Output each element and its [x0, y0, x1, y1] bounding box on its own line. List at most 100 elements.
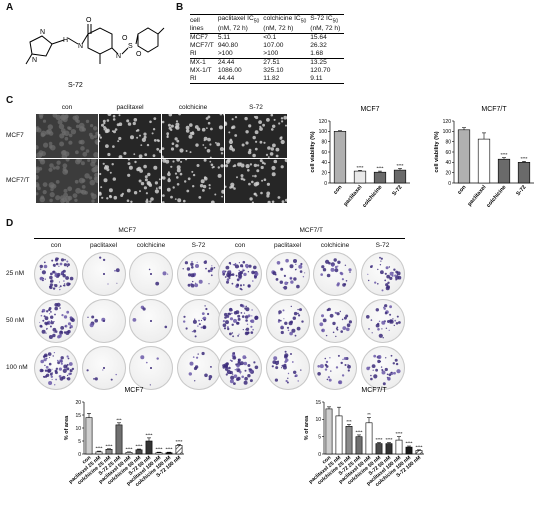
- bar: [333, 130, 347, 184]
- table-cell: 9.11: [310, 75, 345, 85]
- micrograph-column-label: con: [61, 104, 73, 111]
- header-cell: lines: [190, 25, 218, 35]
- y-tick-label: 5: [318, 434, 321, 440]
- table-row: MX-1/T 1086.00 325.10 120.70: [190, 67, 344, 75]
- table-cell: 24.44: [217, 59, 235, 67]
- colony-dish: [34, 346, 78, 390]
- bar: [155, 452, 163, 455]
- table-cell: MX-1/T: [190, 67, 212, 75]
- y-tick-label: 40: [445, 160, 451, 166]
- colony-dish: [360, 346, 405, 390]
- y-tick-label: 15: [315, 400, 321, 406]
- table-cell: MCF7/T: [190, 42, 214, 50]
- significance-label: ****: [135, 444, 142, 449]
- bar: [393, 169, 407, 184]
- header-cell: S-72 IC50: [310, 14, 345, 26]
- bar: [95, 451, 103, 455]
- y-tick-label: 60: [321, 150, 327, 156]
- significance-label: ****: [395, 431, 402, 436]
- bar: [115, 424, 123, 455]
- bar: [405, 446, 413, 455]
- bar: [375, 443, 383, 455]
- micrograph-image: [99, 114, 161, 158]
- bar: [385, 443, 393, 455]
- x-tick-label: paclitaxel: [467, 184, 488, 207]
- colony-dish: [265, 299, 310, 343]
- y-tick-label: 0: [324, 181, 327, 187]
- significance-label: ***: [116, 417, 122, 422]
- x-tick-label: S-72: [515, 184, 527, 197]
- header-cell: colchicine IC50: [263, 14, 311, 26]
- table-cell: <0.1: [263, 34, 277, 42]
- colony-dish: [265, 346, 310, 390]
- chart-title: MCF7/T: [481, 106, 507, 113]
- micrograph-image: [162, 159, 224, 203]
- chemical-structure: N N H N O N S O O S-72: [25, 17, 165, 89]
- colony-dish: [313, 346, 357, 390]
- y-tick-label: 0: [448, 181, 451, 187]
- colony-group-label: MCF7: [118, 227, 137, 234]
- colony-dish: [313, 299, 357, 343]
- y-tick-label: 10: [315, 417, 321, 423]
- y-tick-label: 120: [319, 119, 328, 125]
- table-cell: >100: [263, 50, 311, 60]
- y-tick-label: 80: [321, 139, 327, 145]
- micrograph-row-label: MCF7/T: [6, 177, 30, 184]
- significance-label: ****: [415, 444, 422, 449]
- colony-dish: [313, 252, 357, 296]
- table-cell: 120.70: [310, 67, 331, 75]
- x-tick-label: paclitaxel: [343, 184, 364, 207]
- table-cell: 5.11: [217, 34, 231, 42]
- significance-label: ****: [105, 443, 112, 448]
- bar: [373, 171, 387, 184]
- colony-column-label: paclitaxel: [89, 242, 118, 249]
- bar: [125, 452, 133, 455]
- header-cell: cell: [190, 14, 218, 26]
- significance-label: ****: [375, 437, 382, 442]
- significance-label: ****: [396, 163, 403, 168]
- atom-s-label: S: [128, 43, 133, 50]
- bar: [325, 408, 333, 455]
- x-tick-label: S-72: [391, 184, 403, 197]
- colony-dish: [360, 252, 405, 296]
- y-tick-label: 100: [443, 129, 452, 135]
- y-tick-label: 20: [75, 400, 81, 406]
- viability-chart-mcf7: MCF7 cell viability (%) 0 20 40 60 80 100 120 con…: [310, 106, 410, 209]
- bar: [365, 422, 373, 455]
- bar: [335, 415, 343, 455]
- viability-chart-mcf7t: MCF7/T cell viability (%) 0 20 40 60 80 100 120 c…: [434, 106, 534, 209]
- table-cell: MX-1: [190, 59, 206, 67]
- bar: [477, 138, 491, 184]
- ic50-table: cell paclitaxel IC50 colchicine IC50 S-7…: [190, 14, 345, 85]
- table-cell: MCF7: [190, 34, 208, 42]
- significance-label: ****: [500, 152, 507, 157]
- colony-dish: [129, 346, 173, 390]
- header-cell: (nM, 72 h): [263, 25, 311, 35]
- significance-label: ****: [376, 166, 383, 171]
- colony-dish: [81, 252, 126, 296]
- atom-n-label: N: [116, 53, 121, 60]
- colony-dish: [81, 346, 126, 390]
- micrograph-image: [36, 159, 98, 203]
- bar: [345, 425, 353, 455]
- colony-dish: [129, 252, 173, 296]
- micrograph-image: [225, 114, 287, 158]
- bar: [175, 445, 183, 455]
- y-axis-label: cell viability (%): [310, 131, 316, 172]
- colony-row-label: 25 nM: [6, 270, 25, 277]
- atom-n-label: N: [78, 43, 83, 50]
- table-row: MCF7/T 940.80 107.00 26.32: [190, 42, 344, 50]
- y-tick-label: 0: [78, 452, 81, 458]
- colony-column-label: colchicine: [136, 242, 166, 249]
- micrograph-image: [99, 159, 161, 203]
- atom-o-label: O: [122, 35, 128, 42]
- x-tick-label: con: [81, 455, 92, 466]
- y-tick-label: 120: [443, 119, 452, 125]
- bar: [395, 439, 403, 455]
- bar: [165, 452, 173, 455]
- compound-label: S-72: [68, 82, 83, 89]
- significance-label: ****: [405, 441, 412, 446]
- bar: [517, 161, 531, 184]
